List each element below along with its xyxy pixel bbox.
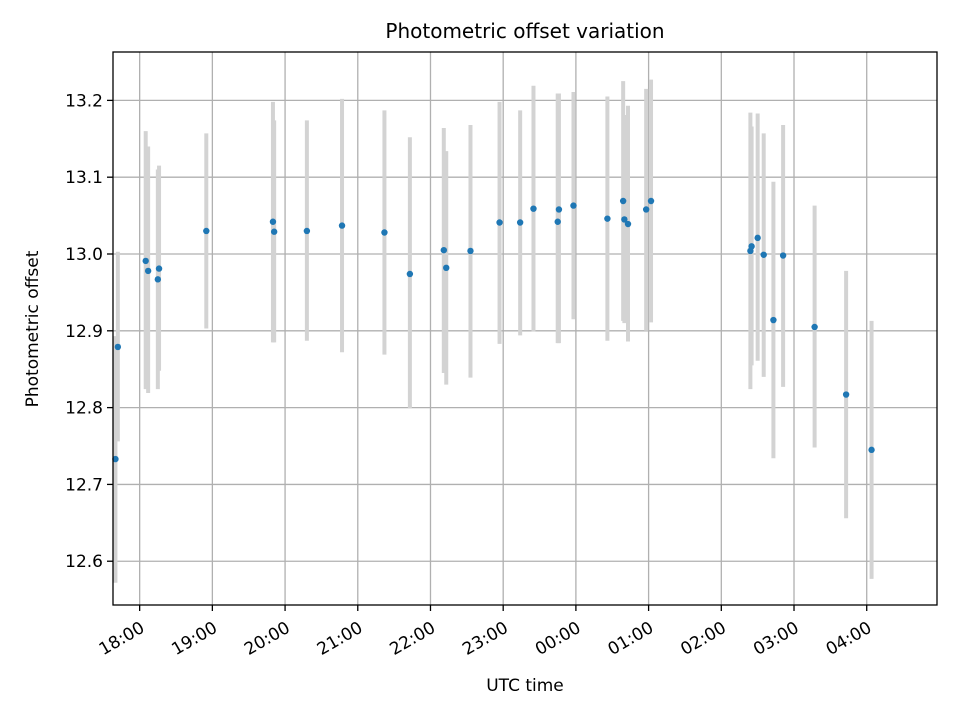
data-point <box>647 197 655 205</box>
data-point <box>203 227 210 235</box>
data-point <box>779 252 787 259</box>
data-point <box>467 247 474 255</box>
data-point <box>406 270 414 278</box>
data-point <box>381 229 388 236</box>
data-point <box>530 205 537 212</box>
data-point <box>554 218 561 225</box>
data-point <box>440 246 448 254</box>
y-axis-title: Photometric offset <box>23 250 43 407</box>
data-point <box>303 227 311 235</box>
data-point <box>570 202 577 209</box>
x-axis-title: UTC time <box>486 676 564 696</box>
data-point <box>154 276 162 283</box>
data-point <box>516 219 524 226</box>
data-point <box>770 316 777 324</box>
y-tick-label: 12.7 <box>65 475 103 495</box>
y-tick-label: 13.2 <box>65 91 103 111</box>
y-tick-label: 13.1 <box>65 168 103 188</box>
data-points <box>112 197 875 463</box>
data-point <box>811 323 818 331</box>
data-point <box>269 218 277 225</box>
data-point <box>270 228 278 235</box>
y-tick-label: 12.6 <box>65 552 103 572</box>
data-point <box>144 267 152 275</box>
data-point <box>868 446 875 454</box>
data-point <box>619 197 627 205</box>
y-tick-label: 13.0 <box>65 245 103 265</box>
data-point <box>748 243 755 250</box>
data-point <box>338 222 346 229</box>
y-axis: 12.6 12.7 12.8 12.9 13.0 13.1 13.2 <box>65 91 113 572</box>
grid <box>113 52 937 605</box>
data-point <box>624 220 632 228</box>
data-point <box>604 215 611 222</box>
data-point <box>443 264 450 272</box>
data-point <box>642 206 650 213</box>
chart-title: Photometric offset variation <box>385 19 664 43</box>
y-tick-label: 12.8 <box>65 399 103 419</box>
data-point <box>555 206 563 213</box>
y-tick-label: 12.9 <box>65 322 103 342</box>
plot-frame <box>112 51 938 606</box>
data-point <box>621 216 628 223</box>
data-point <box>142 257 149 265</box>
data-point <box>842 391 850 398</box>
data-point <box>114 343 122 351</box>
data-point <box>496 219 503 226</box>
data-point <box>155 265 163 272</box>
data-point <box>112 455 119 463</box>
data-point <box>760 251 767 258</box>
data-point <box>754 234 761 242</box>
